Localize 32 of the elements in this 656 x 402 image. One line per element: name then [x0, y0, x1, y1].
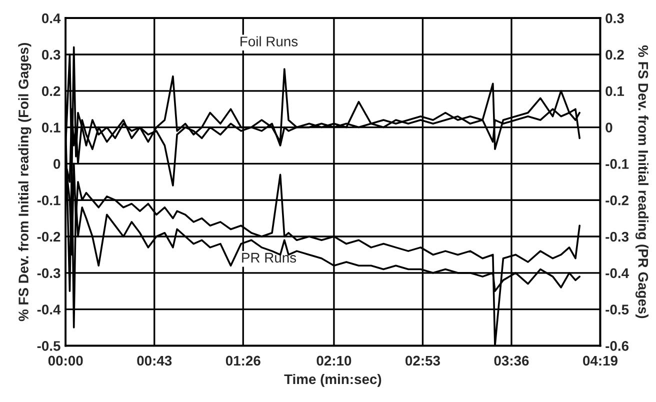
y-axis-title: % FS Dev. from Initial reading (Foil Gages) [18, 43, 32, 322]
annotation: PR Runs [242, 252, 296, 263]
y2-tick-label: 0 [606, 122, 612, 132]
x-tick-label: 03:36 [494, 356, 529, 366]
y2-tick-label: -0.1 [606, 159, 629, 169]
y-tick-label: 0.3 [42, 50, 60, 60]
y-tick-label: 0.4 [42, 13, 61, 24]
y2-tick-label: 0.1 [606, 86, 624, 96]
y2-tick-label: 0.3 [606, 13, 624, 24]
annotation: Foil Runs [240, 36, 298, 46]
y-tick-label: 0 [54, 159, 60, 169]
y2-tick-label: -0.5 [606, 304, 629, 314]
x-tick-label: 04:19 [583, 356, 618, 366]
y-tick-label: 0.1 [42, 122, 60, 132]
y2-tick-label: 0.2 [606, 50, 624, 60]
y2-tick-label: -0.2 [606, 195, 628, 206]
x-tick-label: 02:53 [406, 356, 440, 366]
y2-tick-label: -0.3 [606, 232, 629, 242]
x-tick-label: 02:10 [316, 356, 352, 366]
y2-axis-title: % FS Dev. from Initial reading (PR Gages) [635, 45, 648, 318]
x-axis-title: Time (min:sec) [284, 374, 382, 387]
y-tick-label: -0.1 [37, 195, 60, 206]
y2-tick-label: -0.4 [606, 268, 629, 278]
y2-tick-label: -0.6 [606, 341, 629, 351]
y-tick-label: -0.4 [37, 304, 61, 314]
y-tick-label: -0.5 [37, 341, 60, 351]
y-tick-label: 0.2 [42, 86, 60, 96]
x-tick-label: 01:26 [226, 356, 260, 366]
x-tick-label: 00:43 [137, 356, 172, 366]
y-tick-label: -0.2 [37, 232, 60, 242]
y-tick-label: -0.3 [37, 268, 60, 278]
x-tick-label: 00:00 [48, 356, 83, 366]
